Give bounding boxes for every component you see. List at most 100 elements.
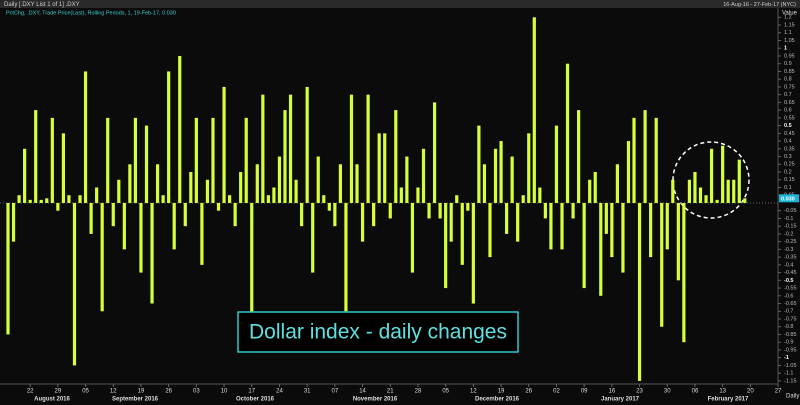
y-tick-label: -1 [784,355,789,361]
month-label: October 2016 [236,397,275,403]
bar [216,202,221,211]
bar [305,86,309,203]
bar [560,202,564,250]
bar [266,195,270,203]
bar [482,164,487,203]
y-tick-label: 0.55 [784,115,795,121]
bar [698,187,703,203]
y-tick-label: 0.75 [784,84,795,90]
bar [654,117,658,203]
x-tick-label: 23 [636,389,643,395]
bar [737,159,741,203]
bar [649,202,653,258]
bar [205,179,210,203]
bar [56,202,60,211]
bar [460,202,464,265]
month-label: August 2016 [34,397,70,403]
x-tick-label: 02 [553,389,560,395]
x-tick-label: 31 [304,389,311,395]
y-tick-label: 1.05 [784,38,795,44]
bar [167,71,171,203]
y-tick-label: -0.9 [784,340,793,346]
bar [122,202,126,250]
y-tick-label: -0.3 [784,247,793,253]
x-tick-label: 05 [82,389,89,395]
x-tick-label: 17 [248,389,255,395]
y-tick-label: 0.65 [784,100,795,106]
bar [438,202,442,219]
bar [233,202,237,227]
bar [83,71,88,203]
x-tick-label: 28 [415,389,422,395]
bar [300,202,304,227]
y-tick-label: 0.8 [784,77,792,83]
y-tick-label: 0.1 [784,185,792,191]
y-tick-label: -0.35 [784,255,797,261]
bar [577,110,581,203]
bar [505,202,509,234]
y-tick-label: 0.85 [784,69,795,75]
bar [527,133,531,203]
x-tick-label: 05 [442,389,449,395]
bar [571,202,575,219]
bar [117,179,121,203]
y-tick-label: 1.1 [784,30,792,36]
bar [72,202,77,366]
x-tick-label: 22 [27,389,34,395]
last-value-label: 0.030 [781,196,795,202]
bar [632,117,636,203]
y-tick-label: 0.15 [784,177,795,183]
bar [410,202,415,273]
x-tick-label: 07 [332,389,339,395]
bar [671,179,675,203]
bar [709,148,714,203]
bar [427,202,431,219]
bar [416,187,420,203]
bar [521,195,525,203]
bar [222,86,226,203]
bar [11,202,16,242]
bar [499,141,503,203]
bar [283,110,287,203]
bar [183,202,187,227]
bar [250,202,254,320]
x-tick-label: 16 [609,389,616,395]
bar [615,164,619,203]
x-tick-label: 19 [138,389,145,395]
x-tick-label: 26 [165,389,172,395]
bar [565,63,570,203]
x-tick-label: 29 [55,389,62,395]
y-tick-label: -0.15 [784,224,797,230]
y-tick-label: 0.5 [784,123,792,129]
annotation-box: Dollar index - daily changes [237,311,519,353]
bar [178,55,182,203]
bar [200,202,204,265]
bar [732,179,736,203]
bar [150,202,154,304]
y-tick-label: -0.85 [784,332,797,338]
y-tick-label: 0.6 [784,108,792,114]
bar [111,202,115,227]
bar [89,202,93,234]
bar [399,187,403,203]
x-tick-label: 27 [775,389,782,395]
x-tick-label: 06 [692,389,699,395]
y-tick-label: -0.45 [784,270,797,276]
bar [277,156,282,203]
bar [34,110,38,203]
bar [349,94,354,203]
bar [538,187,542,203]
x-tick-label: 10 [221,389,228,395]
y-tick-label: 0.4 [784,139,792,145]
bar [687,179,692,203]
bar [244,117,248,203]
bar [532,17,536,203]
y-tick-label: 1.15 [784,22,795,28]
bar [316,156,320,203]
bar [106,117,110,203]
x-tick-label: 19 [498,389,505,395]
bar [67,195,71,203]
y-tick-label: -1.1 [784,371,793,377]
bar [721,145,725,203]
x-tick-label: 12 [470,389,477,395]
